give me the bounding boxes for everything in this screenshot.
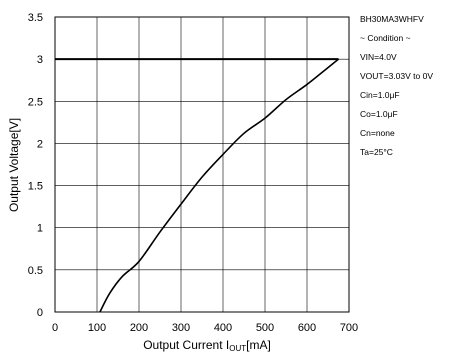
y-tick-label: 1 — [37, 223, 43, 235]
legend-cin: Cin=1.0μF — [360, 90, 400, 100]
x-axis-label-main: Output Current — [143, 338, 223, 352]
legend-vout: VOUT=3.03V to 0V — [360, 71, 433, 81]
x-tick-label: 0 — [52, 322, 58, 334]
condition-legend: BH30MA3WHFV ~ Condition ~ VIN=4.0V VOUT=… — [360, 14, 433, 166]
y-axis-label: Output Voltage[V] — [7, 118, 21, 212]
legend-cn: Cn=none — [360, 128, 395, 138]
x-axis-label-prefix: I — [226, 338, 229, 352]
y-tick-label: 0.5 — [28, 265, 43, 277]
legend-part-number: BH30MA3WHFV — [360, 14, 424, 24]
x-axis-label-sub: OUT — [229, 344, 246, 353]
x-tick-label: 600 — [298, 322, 316, 334]
grid — [55, 17, 349, 312]
y-tick-label: 3 — [37, 54, 43, 66]
x-tick-label: 200 — [130, 322, 148, 334]
y-tick-label: 0 — [37, 307, 43, 319]
legend-co: Co=1.0μF — [360, 109, 398, 119]
y-tick-label: 2 — [37, 138, 43, 150]
legend-condition-heading: ~ Condition ~ — [360, 33, 411, 43]
legend-ta: Ta=25°C — [360, 147, 393, 157]
y-tick-label: 3.5 — [28, 12, 43, 24]
x-tick-label: 100 — [88, 322, 106, 334]
series-group — [55, 58, 340, 313]
plot-frame — [54, 16, 350, 313]
x-axis-label-unit: [mA] — [246, 338, 271, 352]
series-line-curve — [99, 58, 340, 313]
x-tick-label: 400 — [214, 322, 232, 334]
x-axis-label: Output Current IOUT[mA] — [143, 338, 271, 353]
x-tick-label: 300 — [172, 322, 190, 334]
y-tick-label: 1.5 — [28, 181, 43, 193]
legend-vin: VIN=4.0V — [360, 52, 397, 62]
y-tick-label: 2.5 — [28, 96, 43, 108]
y-tick-labels: 0 0.5 1 1.5 2 2.5 3 3.5 — [28, 12, 43, 319]
x-tick-label: 500 — [256, 322, 274, 334]
x-tick-label: 700 — [340, 322, 358, 334]
x-tick-labels: 0 100 200 300 400 500 600 700 — [52, 322, 358, 334]
